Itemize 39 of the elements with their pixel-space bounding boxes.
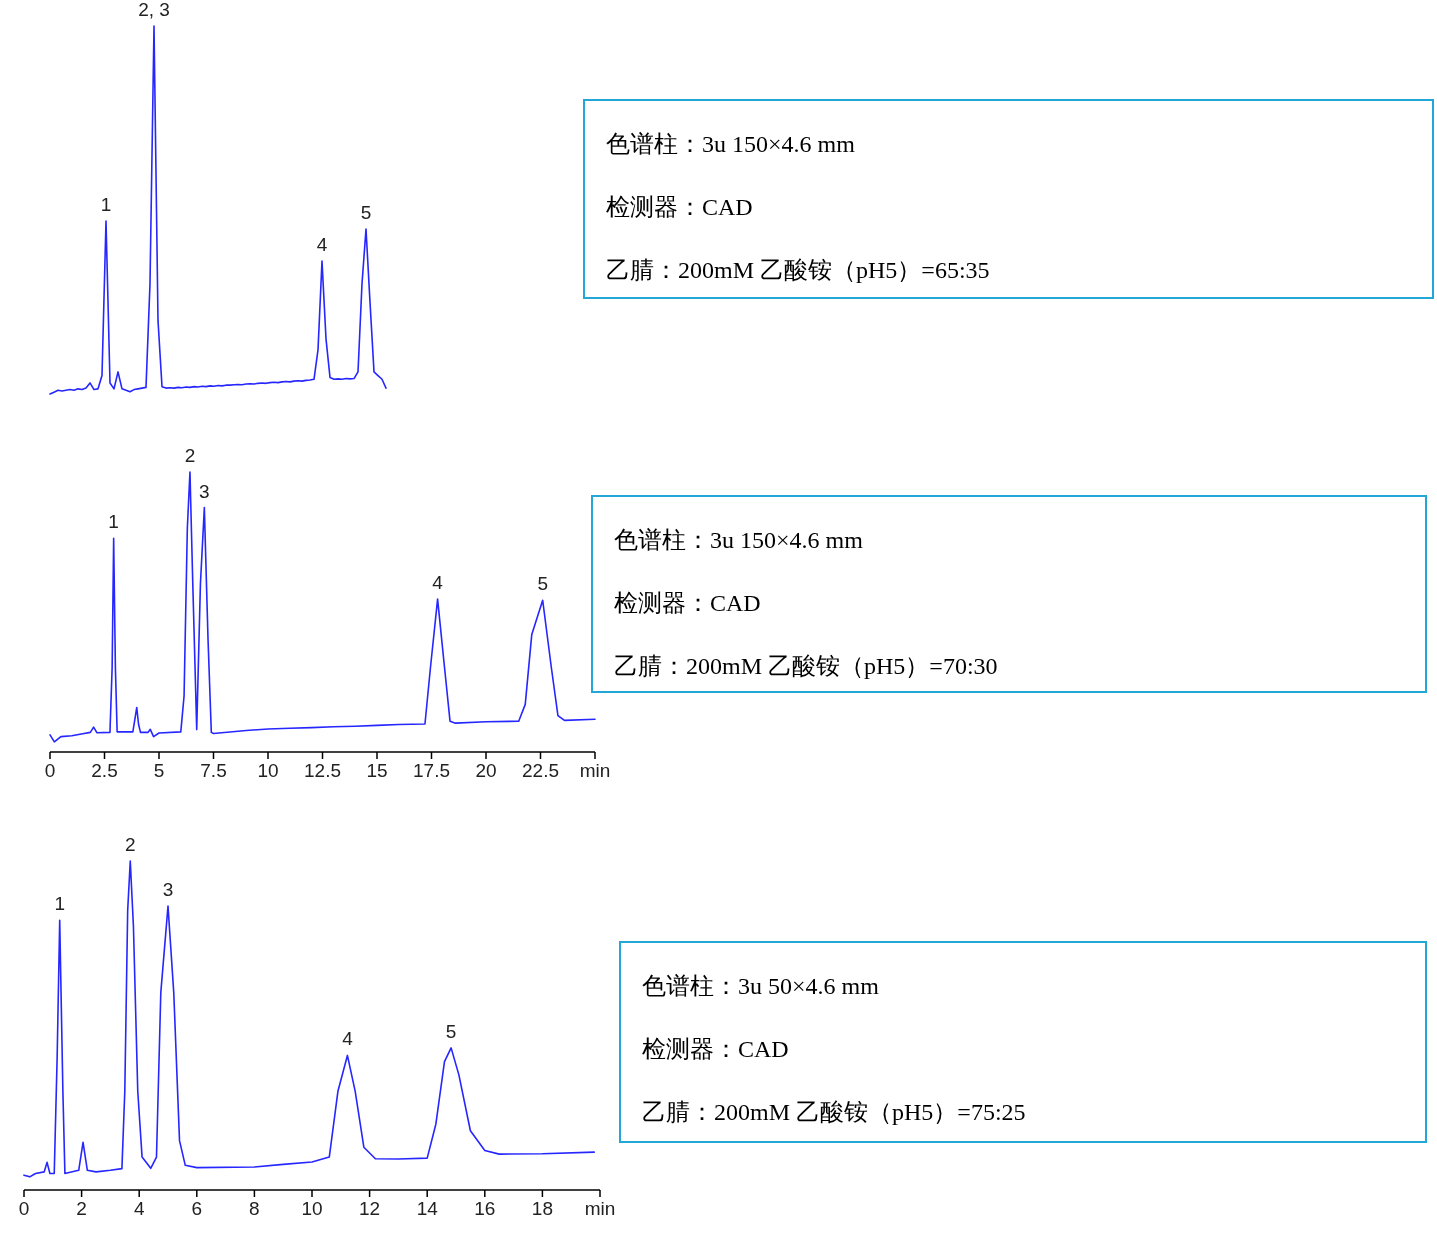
x-tick-label: 2 [76,1198,87,1219]
x-tick-label: 5 [153,760,165,781]
annotation: 4 [316,234,328,256]
x-tick-label: 22.5 [522,760,559,781]
x-tick-label: 17.5 [413,760,450,781]
annotation: 2, 3 [138,0,170,20]
x-tick-label: 8 [249,1198,260,1219]
annotation: 2 [124,834,136,855]
annotation: 1 [54,893,65,915]
x-tick-label: 10 [257,760,279,781]
x-tick-label: 12 [359,1198,381,1219]
annotation: 1 [100,194,112,216]
annotation: 4 [432,572,444,594]
x-tick-label: 12.5 [304,760,341,781]
x-tick-label: 6 [191,1198,203,1219]
x-tick-label: min [584,1198,616,1219]
x-tick-label: 15 [366,760,388,781]
conditions-box: 色谱柱：3u 150×4.6 mm 检测器：CAD 乙腈：200mM 乙酸铵（pH5）=70:30 [591,495,1427,693]
x-tick-label: 7.5 [200,760,227,781]
x-tick-label: min [579,760,611,781]
x-tick-label: 0 [44,760,56,781]
annotation: 4 [342,1028,354,1050]
annotation: 5 [445,1020,457,1042]
x-tick-label: 16 [474,1198,496,1219]
x-tick-label: 4 [133,1198,145,1219]
annotation: 2 [184,445,196,466]
annotation: 1 [108,511,119,533]
annotation: 5 [537,573,548,595]
x-tick-label: 14 [416,1198,439,1219]
conditions-box: 色谱柱：3u 150×4.6 mm 检测器：CAD 乙腈：200mM 乙酸铵（pH5）=65:35 [583,99,1434,299]
x-tick-label: 10 [301,1198,323,1219]
conditions-box: 色谱柱：3u 50×4.6 mm 检测器：CAD 乙腈：200mM 乙酸铵（pH5）=75:25 [619,941,1427,1143]
annotation: 3 [199,480,210,502]
annotation: 5 [360,202,372,224]
x-tick-label: 18 [531,1198,553,1219]
x-tick-label: 2.5 [91,760,118,781]
x-tick-label: 0 [18,1198,30,1219]
x-tick-label: 20 [475,760,497,781]
annotation: 3 [162,879,174,901]
